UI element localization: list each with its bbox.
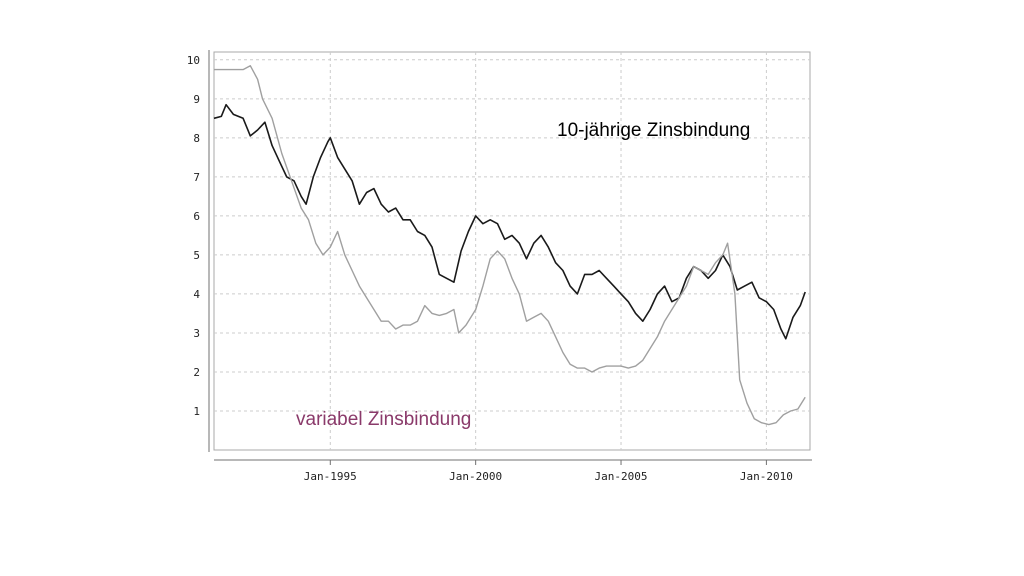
y-tick-label: 4	[193, 288, 200, 301]
x-tick-label: Jan-2005	[595, 470, 648, 483]
y-tick-label: 6	[193, 210, 200, 223]
annotation-variabel: variabel Zinsbindung	[296, 409, 471, 430]
grid-lines	[214, 52, 810, 450]
x-tick-label: Jan-2010	[740, 470, 793, 483]
axes	[208, 50, 812, 461]
series-lines	[213, 64, 806, 426]
y-tick-label: 1	[193, 405, 200, 418]
y-tick-label: 2	[193, 366, 200, 379]
x-tick-label: Jan-2000	[449, 470, 502, 483]
plot-background	[213, 51, 811, 451]
x-tick-labels: Jan-1995 Jan-2000 Jan-2005 Jan-2010	[304, 460, 793, 483]
y-tick-label: 10	[187, 54, 200, 67]
annotation-zehnjaehrig: 10-jährige Zinsbindung	[557, 120, 750, 141]
y-tick-labels: 1 2 3 4 5 6 7 8 9 10	[187, 54, 201, 418]
y-tick-label: 5	[193, 249, 200, 262]
x-tick-label: Jan-1995	[304, 470, 357, 483]
annotations: 10-jährige Zinsbindung variabel Zinsbindu…	[296, 120, 750, 430]
y-tick-label: 7	[193, 171, 200, 184]
y-tick-label: 8	[193, 132, 200, 145]
y-tick-label: 9	[193, 93, 200, 106]
series-line-zehnjaehrig	[213, 103, 806, 340]
series-line-variabel	[214, 64, 806, 426]
y-tick-label: 3	[193, 327, 200, 340]
